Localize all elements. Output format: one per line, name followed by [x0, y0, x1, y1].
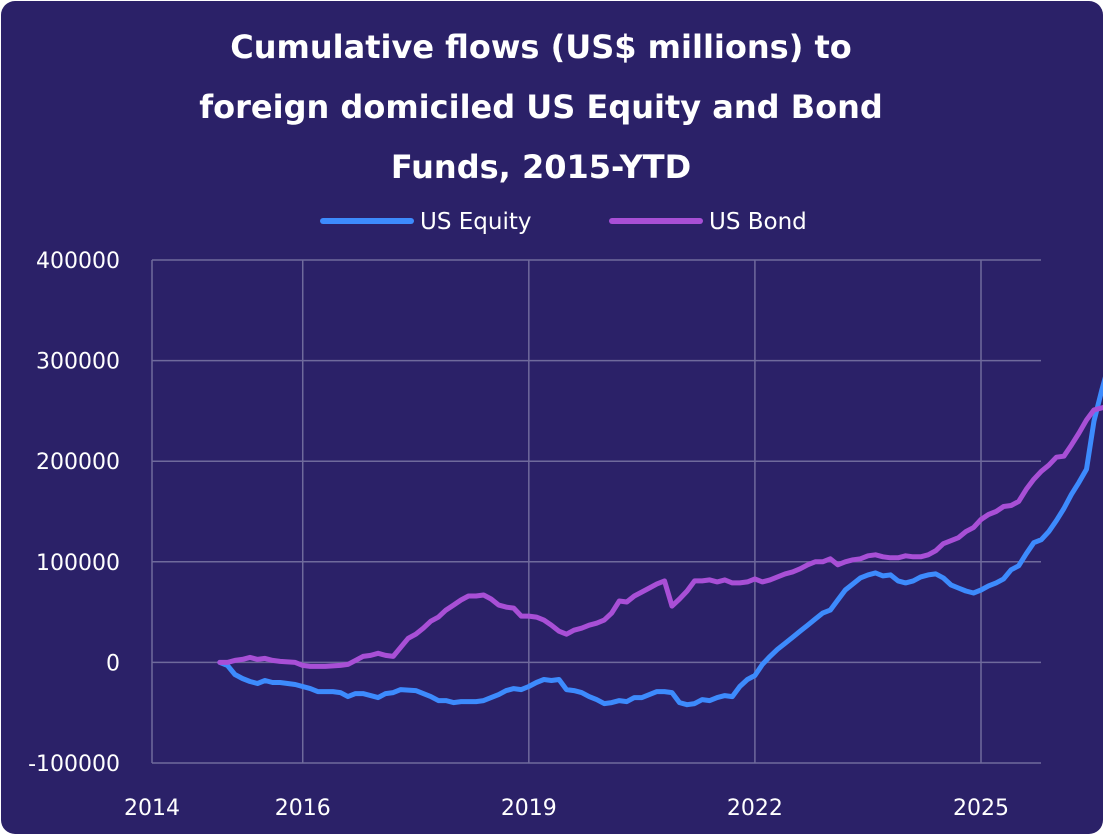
series-line-us-equity — [217, 376, 1103, 708]
chart-title-line-1: Cumulative flows (US$ millions) to — [230, 28, 852, 66]
x-tick-label: 2019 — [501, 796, 557, 821]
x-tick-label: 2016 — [275, 796, 331, 821]
legend-label-us-bond: US Bond — [709, 209, 807, 235]
y-tick-label: 300000 — [36, 350, 120, 375]
y-axis: 400000 300000 200000 100000 0 -100000 — [28, 249, 120, 777]
y-tick-label: 100000 — [36, 551, 120, 576]
chart-title-line-3: Funds, 2015-YTD — [390, 148, 692, 186]
y-tick-label: 400000 — [36, 249, 120, 274]
legend-label-us-equity: US Equity — [420, 209, 531, 235]
y-tick-label: 200000 — [36, 450, 120, 475]
chart-title-line-2: foreign domiciled US Equity and Bond — [199, 88, 883, 126]
x-tick-label: 2014 — [124, 796, 180, 821]
x-tick-label: 2022 — [727, 796, 783, 821]
chart-title: Cumulative flows (US$ millions) to forei… — [153, 17, 929, 197]
gridlines — [151, 259, 1041, 764]
y-tick-label: 0 — [106, 651, 120, 676]
x-tick-label: 2025 — [953, 796, 1009, 821]
series-line-us-bond — [217, 404, 1103, 669]
y-tick-label: -100000 — [28, 752, 120, 777]
series-layer — [217, 376, 1103, 708]
x-axis: 2014 2016 2019 2022 2025 — [124, 796, 1009, 821]
legend: US Equity US Bond — [320, 209, 807, 235]
